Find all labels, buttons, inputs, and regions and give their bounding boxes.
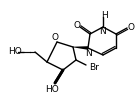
- Text: Br: Br: [89, 63, 99, 72]
- Text: O: O: [74, 22, 80, 31]
- Text: O: O: [128, 23, 135, 32]
- Text: N: N: [100, 27, 106, 36]
- Text: HO: HO: [8, 47, 22, 56]
- Text: H: H: [101, 12, 107, 21]
- Polygon shape: [73, 46, 88, 50]
- Text: O: O: [52, 34, 59, 43]
- Text: N: N: [86, 48, 92, 57]
- Text: HO: HO: [45, 86, 59, 95]
